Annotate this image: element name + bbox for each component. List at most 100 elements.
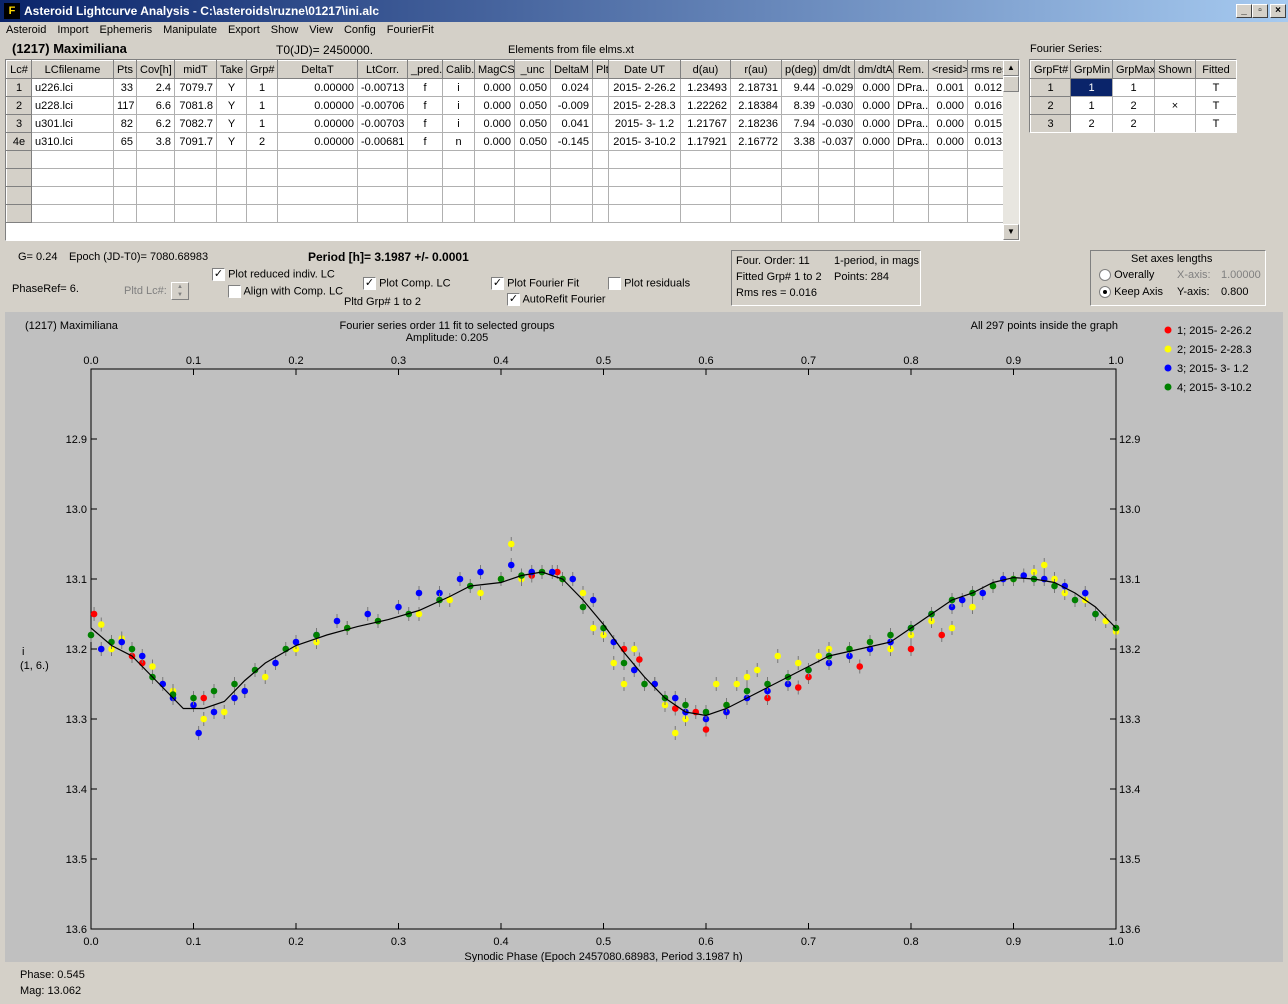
keep-axis-radio[interactable]: Keep Axis (1099, 286, 1163, 299)
table-cell[interactable]: 6.6 (136, 96, 175, 115)
table-cell[interactable]: n (442, 132, 475, 151)
fourier-row-header[interactable]: 3 (1030, 114, 1071, 132)
fourier-cell[interactable] (1154, 78, 1196, 97)
table-cell[interactable] (967, 204, 1006, 223)
table-cell[interactable] (730, 204, 782, 223)
table-cell[interactable]: 0.000 (854, 96, 894, 115)
plot-comp-checkbox[interactable]: ✓ Plot Comp. LC (363, 277, 451, 290)
table-cell[interactable]: i (442, 78, 475, 97)
table-cell[interactable] (514, 168, 551, 187)
table-cell[interactable] (680, 150, 731, 169)
table-cell[interactable]: u301.lci (31, 114, 114, 133)
table-cell[interactable]: 2015- 2-28.3 (608, 96, 681, 115)
fourier-cell[interactable]: 2 (1070, 114, 1113, 132)
table-cell[interactable]: 2.16772 (730, 132, 782, 151)
table-cell[interactable] (967, 186, 1006, 205)
column-header[interactable]: Grp# (246, 60, 278, 79)
table-cell[interactable]: 2.18384 (730, 96, 782, 115)
table-cell[interactable]: 0.050 (514, 96, 551, 115)
table-cell[interactable] (474, 150, 515, 169)
table-cell[interactable] (550, 150, 593, 169)
table-cell[interactable] (818, 168, 855, 187)
fourier-column-header[interactable]: GrpMin (1070, 60, 1113, 79)
table-cell[interactable]: f (407, 114, 443, 133)
table-cell[interactable]: 0.041 (550, 114, 593, 133)
column-header[interactable]: Cov[h] (136, 60, 175, 79)
table-cell[interactable] (474, 204, 515, 223)
table-cell[interactable]: 0.024 (550, 78, 593, 97)
menu-manipulate[interactable]: Manipulate (163, 24, 217, 36)
table-row[interactable] (6, 186, 1006, 205)
column-header[interactable]: Pts (113, 60, 137, 79)
table-cell[interactable] (407, 204, 443, 223)
plot-reduced-checkbox[interactable]: ✓ Plot reduced indiv. LC (212, 268, 335, 281)
table-cell[interactable] (928, 168, 968, 187)
table-cell[interactable] (407, 150, 443, 169)
table-cell[interactable] (592, 150, 609, 169)
row-header-cell[interactable]: 2 (6, 96, 32, 115)
table-cell[interactable]: 8.39 (781, 96, 819, 115)
maximize-button[interactable]: ▫ (1252, 4, 1268, 18)
radio-off-icon[interactable] (1099, 269, 1111, 282)
table-cell[interactable] (818, 186, 855, 205)
table-cell[interactable]: 1 (246, 114, 278, 133)
table-cell[interactable]: 1.23493 (680, 78, 731, 97)
table-cell[interactable]: 0.050 (514, 78, 551, 97)
table-cell[interactable] (592, 168, 609, 187)
table-cell[interactable] (967, 168, 1006, 187)
menu-export[interactable]: Export (227, 24, 260, 36)
table-cell[interactable] (357, 150, 408, 169)
table-cell[interactable] (592, 96, 609, 115)
spin-up-icon[interactable]: ▲ (177, 284, 183, 290)
table-cell[interactable]: 2015- 2-26.2 (608, 78, 681, 97)
row-header-cell[interactable]: 3 (6, 114, 32, 133)
table-cell[interactable]: -0.00706 (357, 96, 408, 115)
table-cell[interactable] (550, 168, 593, 187)
column-header[interactable]: rms res (967, 60, 1006, 79)
table-cell[interactable] (174, 204, 217, 223)
table-cell[interactable]: DPra... (893, 96, 929, 115)
table-cell[interactable]: Y (216, 114, 247, 133)
chart-panel[interactable]: (1217) Maximiliana Fourier series order 1… (5, 312, 1283, 963)
table-cell[interactable]: 33 (113, 78, 137, 97)
column-header[interactable]: r(au) (730, 60, 782, 79)
table-cell[interactable]: f (407, 96, 443, 115)
fourier-cell[interactable]: 2 (1112, 96, 1155, 115)
table-cell[interactable]: -0.030 (818, 114, 855, 133)
table-cell[interactable]: 65 (113, 132, 137, 151)
table-cell[interactable] (246, 150, 278, 169)
fourier-cell[interactable]: T (1195, 96, 1236, 115)
table-cell[interactable] (893, 186, 929, 205)
row-header-cell[interactable] (6, 204, 32, 223)
table-cell[interactable]: 1.22262 (680, 96, 731, 115)
table-cell[interactable]: 6.2 (136, 114, 175, 133)
fourier-series-table[interactable]: GrpFt# GrpMin GrpMax Shown Fitted 1 1 1 T 2 1 2 × T 3… (1029, 59, 1237, 133)
table-cell[interactable] (592, 78, 609, 97)
table-cell[interactable]: 0.001 (928, 78, 968, 97)
table-cell[interactable]: i (442, 114, 475, 133)
table-cell[interactable] (136, 150, 175, 169)
menu-config[interactable]: Config (343, 24, 376, 36)
table-cell[interactable] (854, 204, 894, 223)
column-header[interactable]: d(au) (680, 60, 731, 79)
table-cell[interactable] (854, 150, 894, 169)
table-cell[interactable] (113, 150, 137, 169)
table-cell[interactable] (730, 186, 782, 205)
scroll-thumb[interactable] (1003, 76, 1019, 92)
table-cell[interactable] (136, 186, 175, 205)
checkbox-checked-icon[interactable]: ✓ (491, 277, 504, 290)
table-cell[interactable]: 0.000 (928, 96, 968, 115)
table-cell[interactable] (216, 186, 247, 205)
table-cell[interactable]: 7081.8 (174, 96, 217, 115)
table-cell[interactable] (608, 186, 681, 205)
table-cell[interactable] (730, 168, 782, 187)
table-cell[interactable] (113, 186, 137, 205)
menu-view[interactable]: View (309, 24, 333, 36)
table-cell[interactable]: -0.00681 (357, 132, 408, 151)
table-cell[interactable] (680, 186, 731, 205)
table-cell[interactable]: DPra... (893, 114, 929, 133)
table-cell[interactable]: 1.21767 (680, 114, 731, 133)
table-cell[interactable]: 0.016 (967, 96, 1006, 115)
